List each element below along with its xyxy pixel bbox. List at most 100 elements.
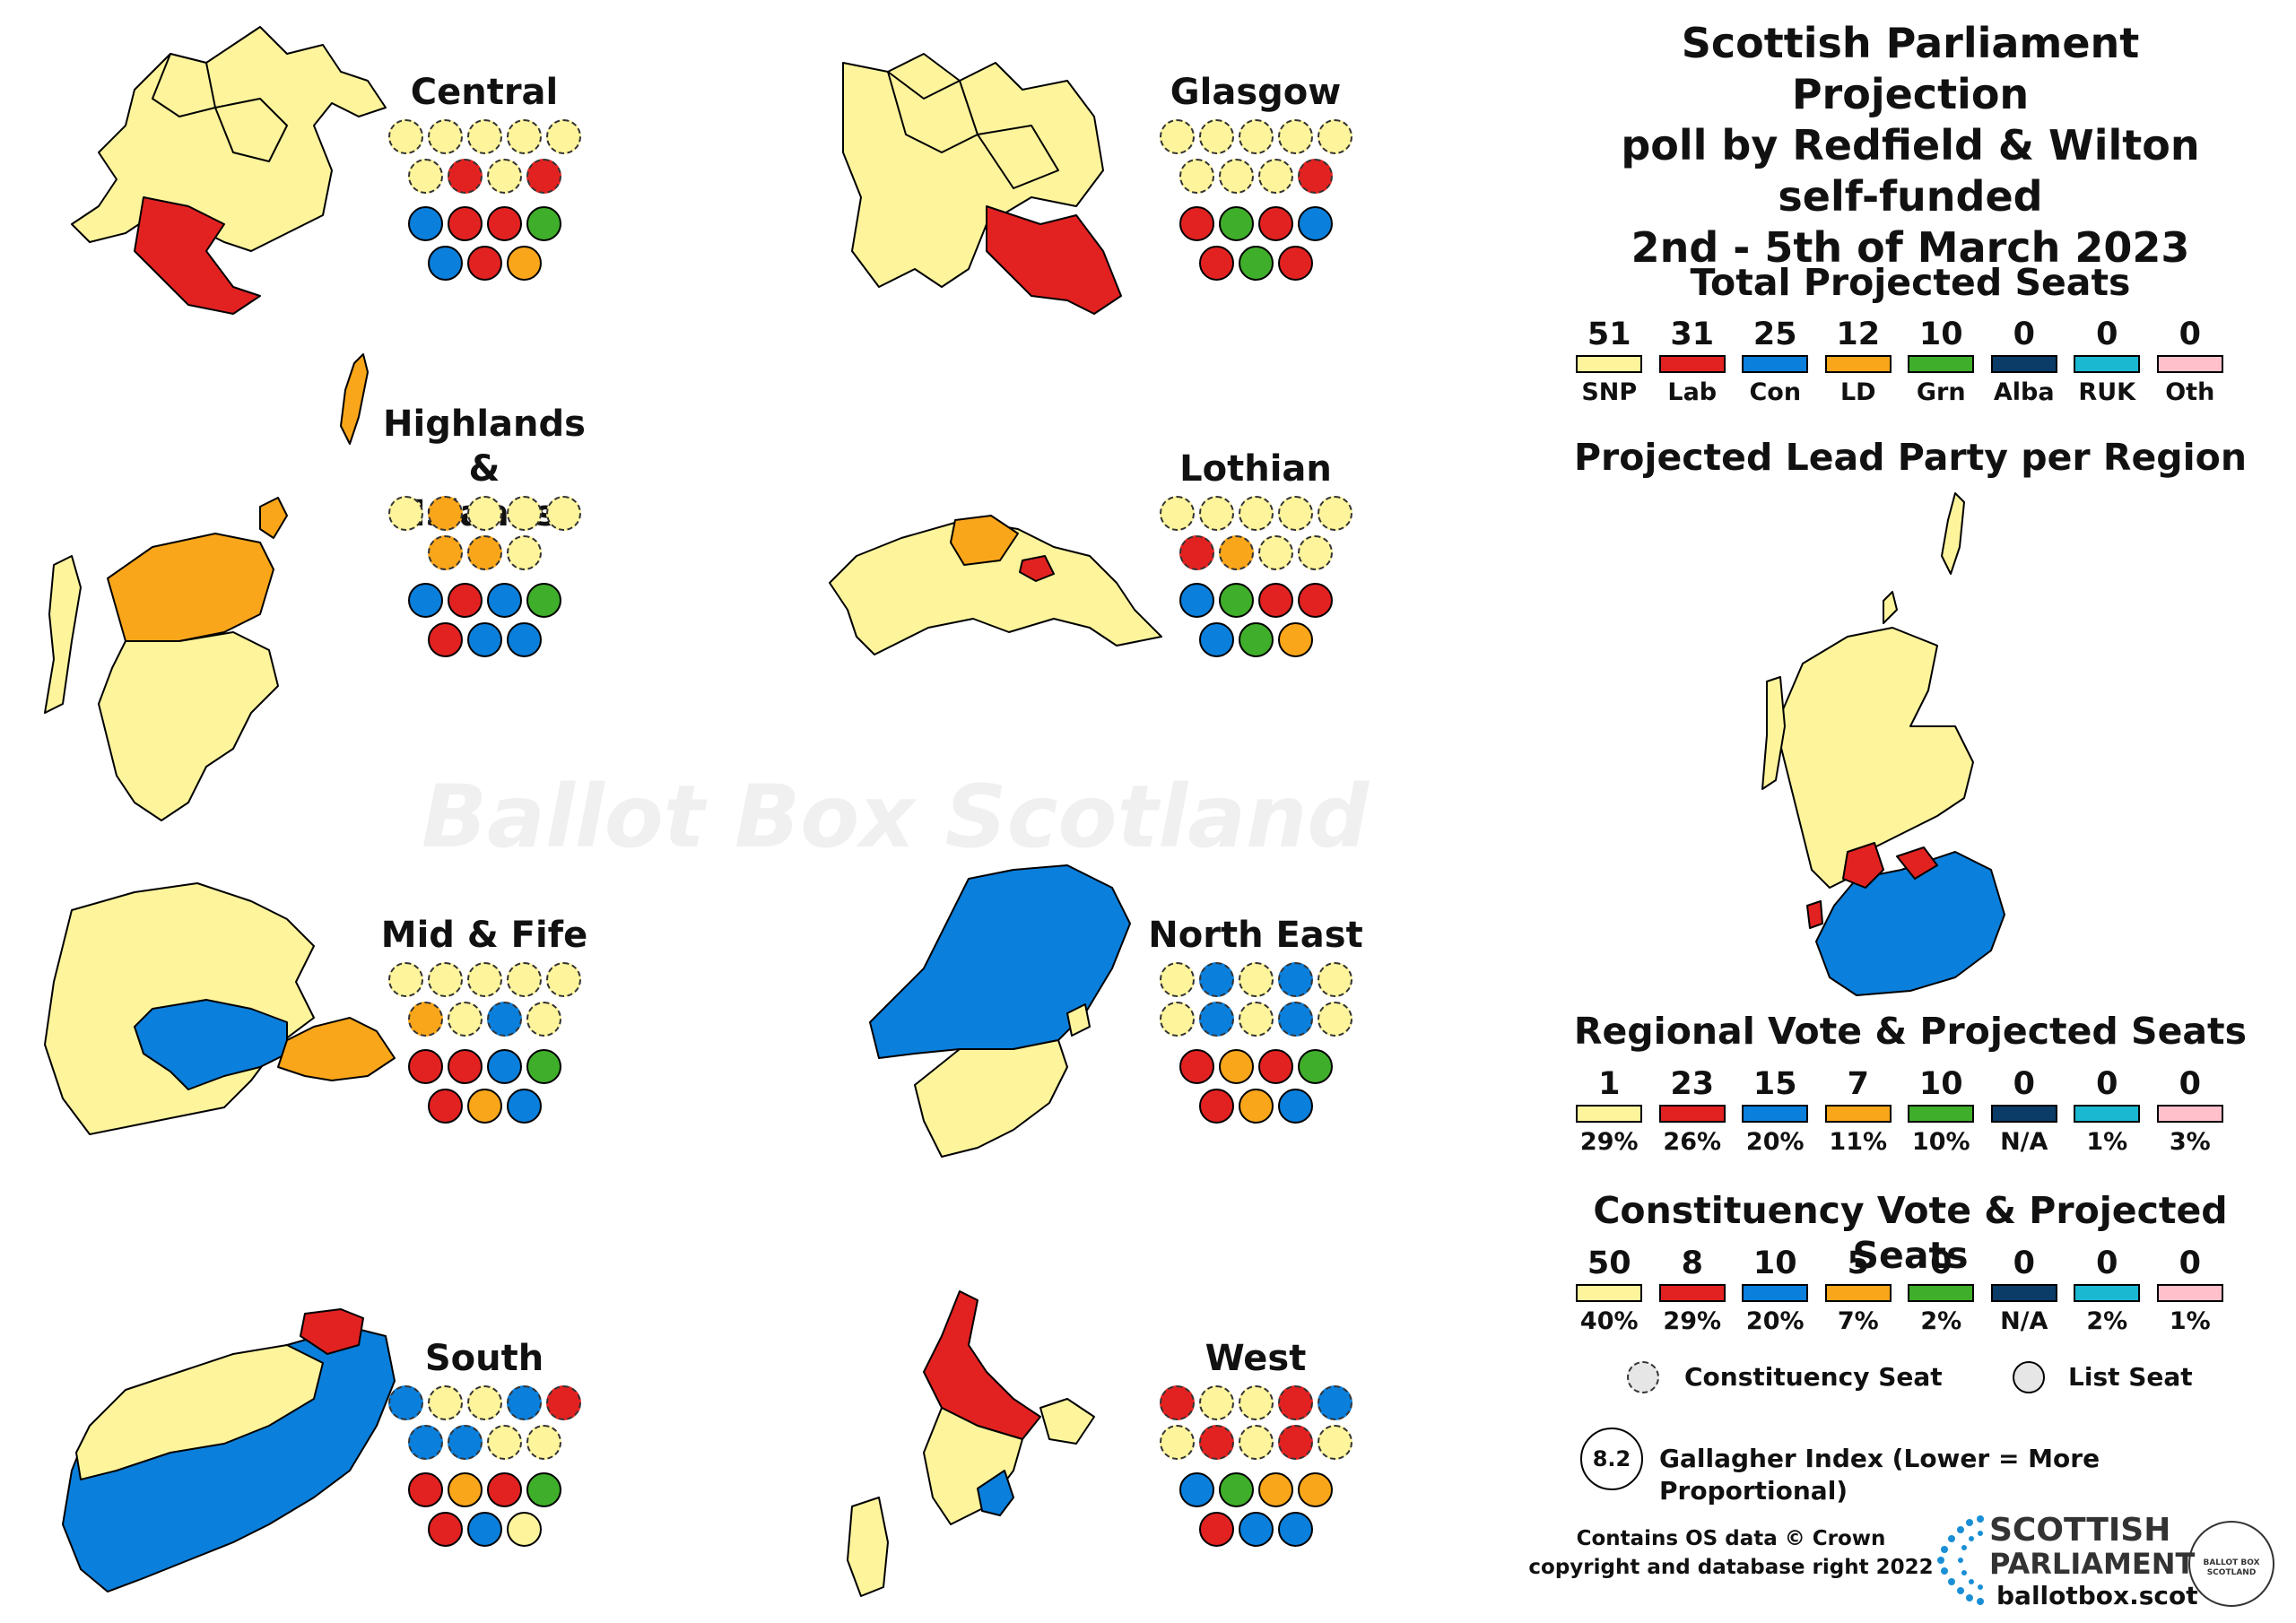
list-seat xyxy=(1257,583,1293,618)
party-column: 10 20% xyxy=(1734,1245,1817,1336)
constituency-seat xyxy=(1317,1425,1352,1460)
constituency-seat xyxy=(387,962,423,997)
credit-line: Contains OS data © Crown xyxy=(1576,1527,1886,1550)
seat-count: 0 xyxy=(2179,1245,2201,1281)
party-color-swatch xyxy=(1658,1284,1726,1302)
vote-share: 20% xyxy=(1745,1307,1805,1335)
region-name-line: South xyxy=(424,1338,544,1379)
list-seat xyxy=(447,1049,483,1084)
party-column: 0 N/A xyxy=(1983,1245,2066,1336)
constituency-seat xyxy=(1159,1425,1195,1460)
constituency-seat xyxy=(1198,119,1234,154)
party-column: 12 LD xyxy=(1817,316,1900,407)
party-color-swatch xyxy=(1824,1105,1892,1123)
region-name-line: Highlands & xyxy=(383,404,586,490)
list-seat xyxy=(486,206,522,241)
glasgow-region-map xyxy=(842,53,1122,315)
constituency-seat xyxy=(427,496,463,531)
constituency-seat xyxy=(1238,962,1274,997)
constituency-seat xyxy=(447,1002,483,1037)
list-seat xyxy=(1198,622,1234,657)
constituency-seat xyxy=(1277,962,1313,997)
constituency-seat xyxy=(1277,1425,1313,1460)
constituency-seat xyxy=(506,962,542,997)
list-seat xyxy=(1277,622,1313,657)
constituency-seat xyxy=(1257,159,1293,194)
party-column: 0 N/A xyxy=(1983,1065,2066,1157)
vote-share: 1% xyxy=(2086,1128,2128,1156)
constituency-seat xyxy=(506,1385,542,1420)
vote-share: 26% xyxy=(1663,1128,1722,1156)
scotland-lead-party-map xyxy=(1761,492,2005,996)
party-column: 0 1% xyxy=(2066,1065,2149,1157)
constituency-seat xyxy=(1238,1425,1274,1460)
constituency-seat xyxy=(545,1385,581,1420)
list-seat xyxy=(1218,1472,1254,1507)
party-color-swatch xyxy=(2156,1105,2223,1123)
list-seat xyxy=(1257,206,1293,241)
constituency-seat xyxy=(1198,1385,1234,1420)
list-seat xyxy=(1198,1512,1234,1547)
region-name: North East xyxy=(1139,913,1372,958)
seat-count: 12 xyxy=(1836,317,1881,352)
total-seats-table: 51 SNP 31 Lab 25 Con 12 LD 10 Grn 0 Alba 0 RUK 0 Oth xyxy=(1568,316,2231,407)
north-east-region-map xyxy=(869,864,1131,1158)
constituency-seat-key-label: Constituency Seat xyxy=(1684,1362,1943,1392)
list-seat xyxy=(407,206,443,241)
constituency-seat xyxy=(1218,159,1254,194)
seat-count: 0 xyxy=(2096,1066,2118,1102)
party-column: 51 SNP xyxy=(1568,316,1651,407)
seat-grid xyxy=(1148,496,1363,662)
list-seat xyxy=(1218,206,1254,241)
page-title: Scottish Parliament Projection poll by R… xyxy=(1578,18,2242,273)
party-color-swatch xyxy=(1990,1105,2057,1123)
lead-party-heading: Projected Lead Party per Region xyxy=(1573,436,2248,479)
vote-share: 10% xyxy=(1911,1128,1970,1156)
party-color-swatch xyxy=(1576,1105,1643,1123)
title-line: 2nd - 5th of March 2023 xyxy=(1631,223,2190,272)
south-region-map xyxy=(62,1308,396,1593)
list-seat xyxy=(486,1049,522,1084)
constituency-seat xyxy=(1297,159,1333,194)
constituency-seat xyxy=(1317,496,1352,531)
seat-count: 5 xyxy=(1847,1245,1869,1281)
title-line: Scottish Parliament Projection xyxy=(1681,19,2140,118)
list-seat xyxy=(447,206,483,241)
constituency-seat xyxy=(427,119,463,154)
constituency-seat xyxy=(407,1002,443,1037)
constituency-seat xyxy=(1159,1385,1195,1420)
list-seat xyxy=(1238,1512,1274,1547)
vote-share: 20% xyxy=(1745,1128,1805,1156)
constituency-seat xyxy=(1238,1385,1274,1420)
party-column: 0 3% xyxy=(2149,1065,2232,1157)
list-seat xyxy=(1198,246,1234,281)
region-name: Lothian xyxy=(1139,447,1372,491)
party-column: 0 RUK xyxy=(2066,316,2149,407)
party-column: 8 29% xyxy=(1651,1245,1735,1336)
list-seat xyxy=(1178,583,1214,618)
constituency-seat xyxy=(1277,1385,1313,1420)
seat-count: 8 xyxy=(1681,1245,1703,1281)
seat-count: 0 xyxy=(2096,317,2118,352)
constituency-seat xyxy=(466,962,502,997)
party-column: 31 Lab xyxy=(1651,316,1735,407)
vote-share: 2% xyxy=(1920,1307,1962,1335)
party-column: 0 Alba xyxy=(1983,316,2066,407)
party-column: 0 2% xyxy=(2066,1245,2149,1336)
party-color-swatch xyxy=(1990,355,2057,373)
list-seat xyxy=(1297,1472,1333,1507)
party-color-swatch xyxy=(1742,1105,1809,1123)
seat-count: 0 xyxy=(2013,1066,2035,1102)
seat-count: 0 xyxy=(2013,1245,2035,1281)
constituency-seat xyxy=(1198,962,1234,997)
region-name-line: Mid & Fife xyxy=(380,915,588,956)
list-seat xyxy=(1277,246,1313,281)
constituency-seat xyxy=(1198,1002,1234,1037)
parliament-dots-logo-icon xyxy=(1937,1515,1984,1605)
lothian-region-map xyxy=(829,515,1162,655)
party-column: 0 2% xyxy=(1900,1245,1983,1336)
party-color-swatch xyxy=(1742,1284,1809,1302)
list-seat xyxy=(427,1089,463,1124)
list-seat-key-icon xyxy=(2013,1361,2045,1393)
constituency-seat xyxy=(506,119,542,154)
